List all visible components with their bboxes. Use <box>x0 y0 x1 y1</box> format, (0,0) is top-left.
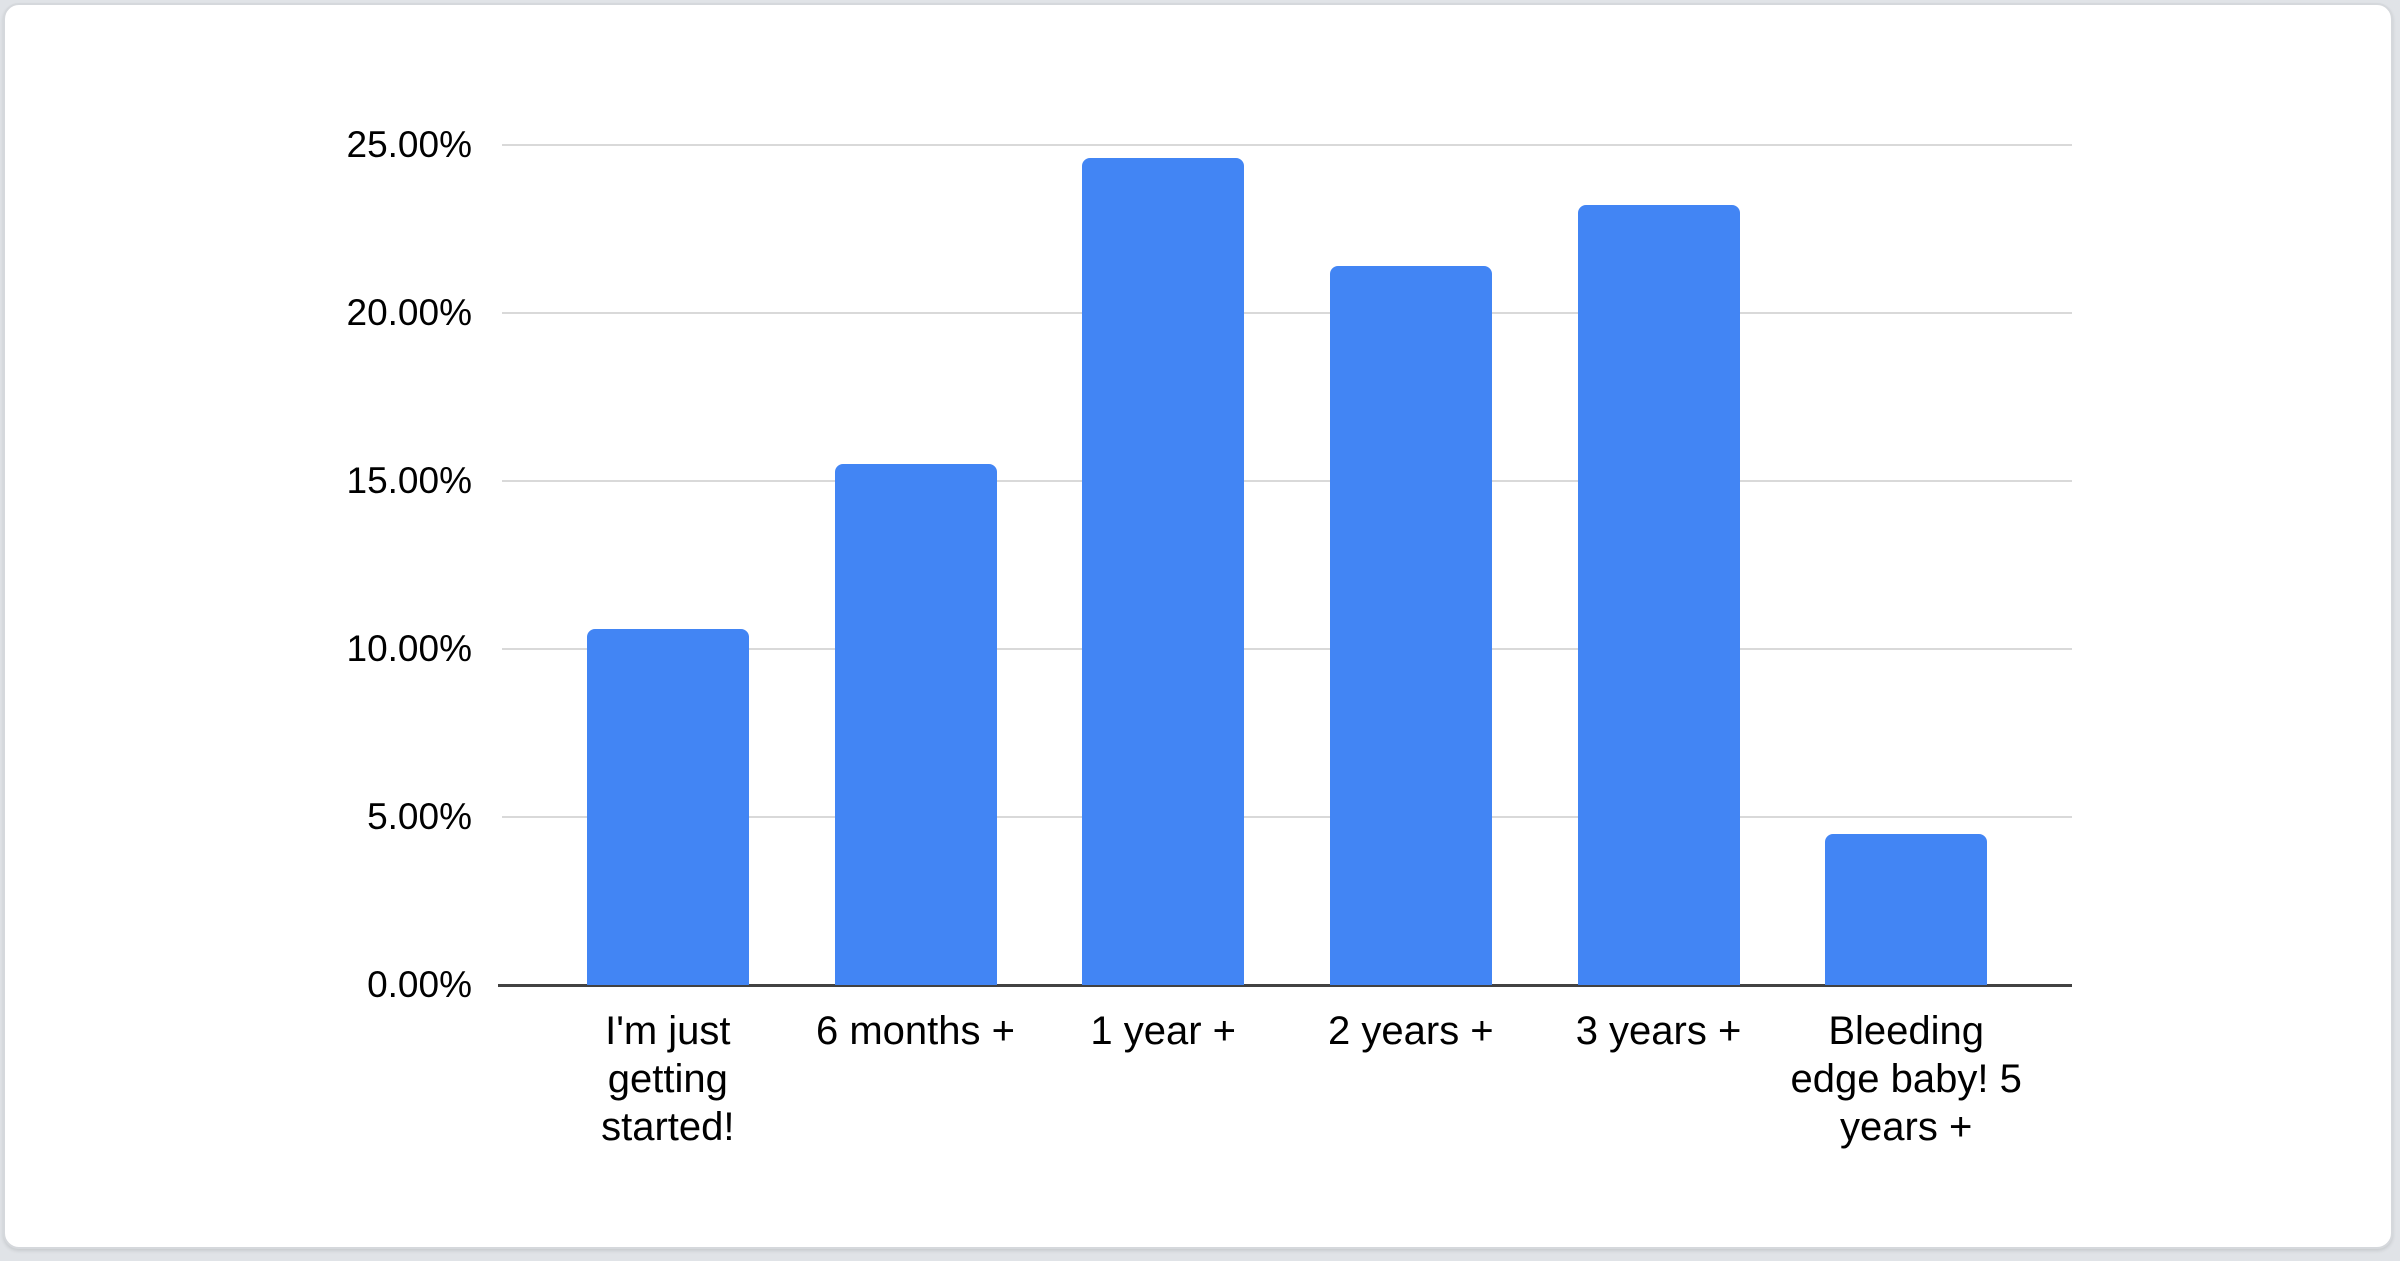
y-tick-label: 5.00% <box>367 796 472 837</box>
bar <box>1825 833 1988 985</box>
x-tick-slot: 6 months + <box>792 1007 1040 1151</box>
bar <box>1329 265 1492 985</box>
bar-slot <box>792 145 1040 985</box>
x-tick-slot: 1 year + <box>1039 1007 1287 1151</box>
gridline <box>502 816 2072 818</box>
bar-slot <box>1535 145 1783 985</box>
bar-chart: 0.00% 5.00% 10.00% 15.00% 20.00% 25.00% I'm j… <box>5 5 2400 1261</box>
bar-slot <box>1287 145 1535 985</box>
x-tick-label: 3 years + <box>1575 1009 1742 1053</box>
bar <box>1577 205 1740 985</box>
x-tick-slot: Bleeding edge baby! 5 years + <box>1782 1007 2030 1151</box>
bar <box>586 628 749 985</box>
x-tick-slot: 2 years + <box>1287 1007 1535 1151</box>
x-axis-line <box>498 984 2072 987</box>
y-tick-label: 15.00% <box>346 460 473 501</box>
bars-layer <box>502 145 2072 985</box>
y-tick-label: 10.00% <box>346 628 473 669</box>
x-tick-label: 6 months + <box>816 1009 1016 1053</box>
bar <box>1082 158 1245 985</box>
bar <box>834 464 997 985</box>
x-axis-labels: I'm just getting started! 6 months + 1 yea… <box>502 1007 2072 1151</box>
gridline <box>502 480 2072 482</box>
x-tick-label: I'm just getting started! <box>601 1009 735 1149</box>
x-tick-label: 1 year + <box>1090 1009 1236 1053</box>
y-tick-label: 25.00% <box>346 124 473 165</box>
bar-slot <box>1039 145 1287 985</box>
y-tick-label: 20.00% <box>346 292 473 333</box>
bar-slot <box>1782 145 2030 985</box>
y-tick-label: 0.00% <box>367 964 472 1005</box>
x-tick-label: Bleeding edge baby! 5 years + <box>1790 1009 2022 1149</box>
bar-slot <box>544 145 792 985</box>
x-tick-label: 2 years + <box>1328 1009 1494 1053</box>
gridline <box>502 312 2072 314</box>
gridline <box>502 648 2072 650</box>
x-tick-slot: 3 years + <box>1535 1007 1783 1151</box>
gridline <box>502 144 2072 146</box>
chart-card: 0.00% 5.00% 10.00% 15.00% 20.00% 25.00% I'm j… <box>3 3 2393 1249</box>
x-tick-slot: I'm just getting started! <box>544 1007 792 1151</box>
